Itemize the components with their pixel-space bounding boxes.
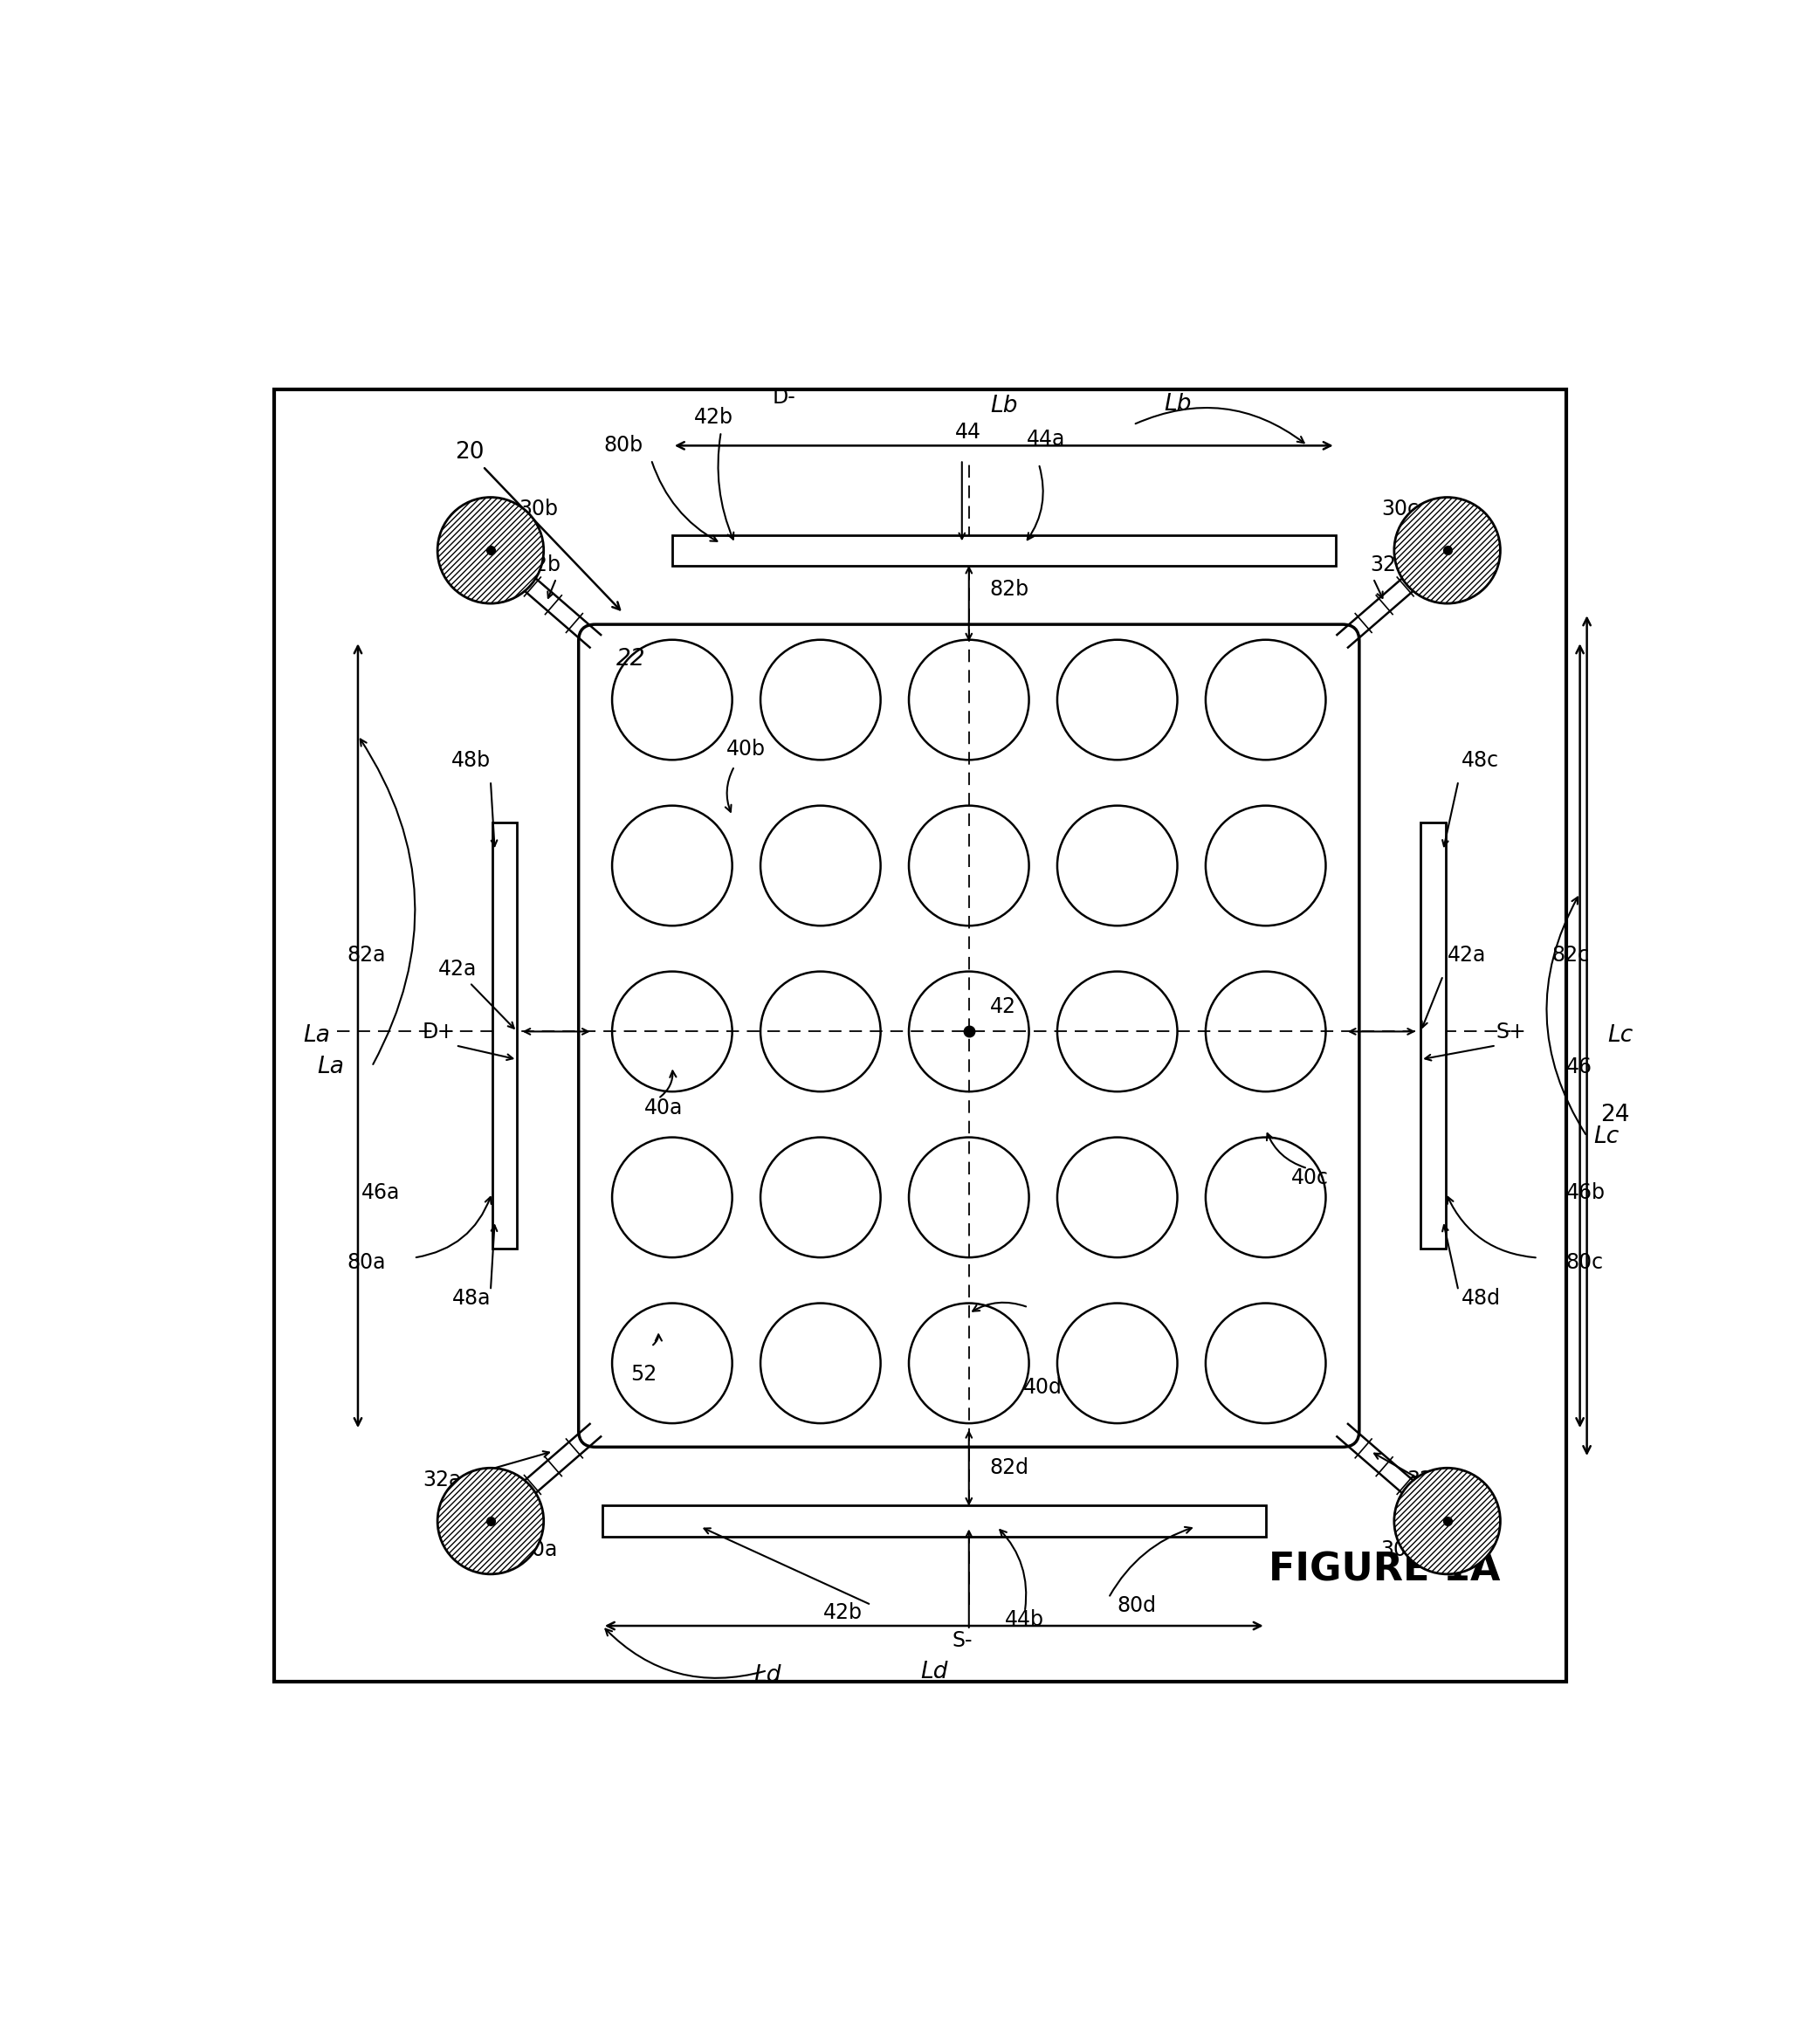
Text: 30d: 30d [1380,1539,1420,1560]
Text: S+: S+ [1496,1022,1526,1042]
Text: 32b: 32b [521,554,560,576]
Text: 22: 22 [616,648,645,670]
Text: 80b: 80b [604,435,643,456]
Text: FIGURE 1A: FIGURE 1A [1269,1551,1501,1588]
Text: 82a: 82a [348,944,386,967]
Text: Lb: Lb [989,394,1018,417]
Text: 80c: 80c [1566,1253,1604,1273]
Text: 32a: 32a [422,1470,461,1490]
Text: 42a: 42a [1447,944,1487,967]
Text: La: La [303,1024,330,1047]
Circle shape [438,1468,544,1574]
Text: 40d: 40d [1024,1378,1063,1398]
Text: 32c: 32c [1371,554,1407,576]
Text: La: La [317,1057,344,1079]
Circle shape [438,497,544,603]
Bar [602,1506,1265,1537]
Text: S-: S- [951,1631,973,1652]
Text: 40b: 40b [726,740,766,760]
Text: 48a: 48a [452,1288,490,1308]
Text: 80d: 80d [1117,1594,1157,1617]
Text: 40a: 40a [645,1098,683,1118]
Text: 42: 42 [989,997,1016,1018]
Text: 82b: 82b [989,578,1029,601]
Text: 44a: 44a [1027,429,1065,450]
Text: 46a: 46a [360,1183,400,1204]
Text: 48d: 48d [1461,1288,1501,1308]
Text: 48c: 48c [1461,750,1499,771]
Text: Ld: Ld [753,1664,780,1686]
Text: Lc: Lc [1595,1126,1620,1149]
Text: 42a: 42a [438,959,476,979]
Text: 46: 46 [1566,1057,1593,1077]
Text: 30a: 30a [519,1539,557,1560]
Text: Lc: Lc [1607,1024,1633,1047]
Text: D+: D+ [422,1022,456,1042]
Bar [672,536,1335,566]
Bar [1420,824,1445,1249]
Text: 30b: 30b [519,499,559,519]
Text: D-: D- [773,386,795,409]
Text: 32d: 32d [1407,1470,1445,1490]
Text: 44: 44 [955,421,980,444]
Text: 82c: 82c [1552,944,1589,967]
Circle shape [1395,1468,1501,1574]
Text: 42b: 42b [694,407,733,427]
Text: 46b: 46b [1566,1183,1606,1204]
Text: Lb: Lb [1164,392,1191,415]
Text: 44b: 44b [1006,1609,1045,1631]
Text: 42b: 42b [824,1602,863,1623]
Text: 52: 52 [631,1363,656,1386]
Text: 40c: 40c [1290,1167,1328,1190]
Text: 80a: 80a [348,1253,386,1273]
Text: 20: 20 [456,442,620,609]
Bar [492,824,517,1249]
Circle shape [1395,497,1501,603]
Text: Ld: Ld [921,1660,948,1684]
Text: 82d: 82d [989,1457,1029,1478]
Text: 24: 24 [1600,1104,1631,1126]
Text: 30c: 30c [1382,499,1420,519]
Text: 48b: 48b [450,750,490,771]
